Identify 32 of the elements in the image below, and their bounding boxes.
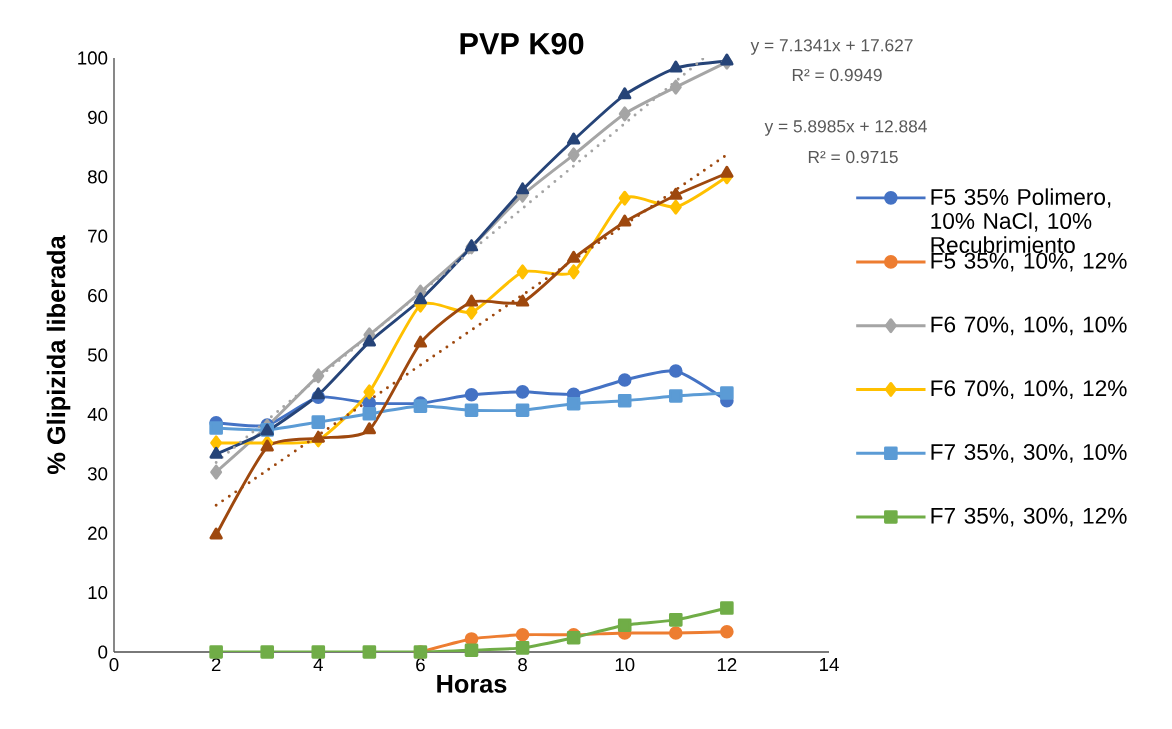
legend-label: F7 35%, 30%, 12% — [931, 507, 1127, 527]
legend-label: F5 35% Polimero, 10% NaCl, 10% Recubrimiento — [931, 188, 1111, 253]
annotation: R² = 0.9715 — [808, 150, 898, 164]
y-tick-label: 20 — [88, 526, 108, 540]
x-tick-label: 14 — [820, 658, 839, 671]
x-tick-label: 0 — [109, 658, 119, 672]
y-tick-label: 0 — [98, 645, 108, 659]
x-tick-label: 4 — [313, 658, 323, 671]
y-tick-label: 90 — [88, 110, 108, 125]
legend-label: F6 70%, 10%, 10% — [931, 316, 1127, 336]
y-tick-label: 10 — [88, 585, 108, 600]
y-tick-label: 100 — [78, 51, 108, 65]
y-axis-title: % Glipizida liberada — [46, 235, 71, 475]
legend-label: F7 35%, 30%, 10% — [931, 443, 1127, 463]
x-tick-label: 2 — [211, 658, 221, 672]
legend-label: F6 70%, 10%, 12% — [931, 380, 1127, 399]
y-tick-label: 30 — [87, 467, 108, 481]
annotation: R² = 0.9949 — [792, 68, 882, 82]
y-tick-label: 50 — [87, 348, 108, 362]
legend-label: F5 35%, 10%, 12% — [931, 252, 1127, 272]
x-tick-label: 8 — [518, 658, 527, 672]
y-tick-label: 40 — [87, 407, 108, 422]
text: y = 7.1341x + 17.627 — [750, 39, 913, 55]
y-tick-label: 80 — [88, 170, 108, 184]
x-axis-title: Horas — [437, 675, 507, 693]
y-tick-label: 60 — [88, 288, 108, 303]
y-tick-label: 70 — [88, 229, 108, 243]
x-tick-label: 6 — [416, 658, 425, 672]
annotation: y = 5.8985x + 12.884 — [764, 120, 927, 136]
x-tick-label: 10 — [615, 658, 635, 672]
x-tick-label: 12 — [717, 658, 737, 672]
chart-title: PVP K90 — [460, 32, 584, 55]
